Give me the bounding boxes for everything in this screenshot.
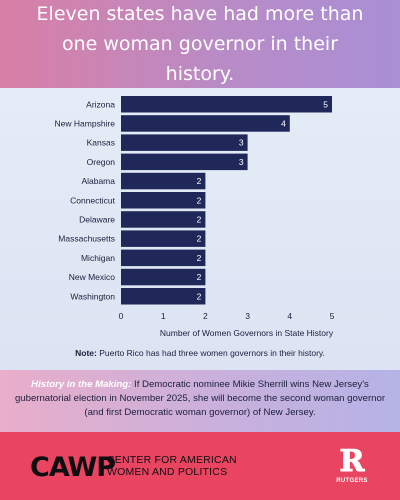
category-label: New Mexico — [69, 272, 116, 282]
x-tick-label: 5 — [330, 311, 335, 321]
data-label: 2 — [197, 253, 202, 263]
cawp-org-name: CENTER FOR AMERICAN WOMEN AND POLITICS — [107, 454, 237, 478]
x-axis-label: Number of Women Governors in State Histo… — [160, 328, 334, 338]
cawp-logo[interactable]: CAWP — [30, 452, 116, 483]
x-tick-label: 1 — [161, 311, 166, 321]
x-tick-label: 3 — [245, 311, 250, 321]
x-tick-label: 2 — [203, 311, 208, 321]
bar — [121, 172, 206, 190]
x-tick-label: 4 — [287, 311, 292, 321]
data-label: 2 — [197, 176, 202, 186]
history-lead: History in the Making: — [31, 379, 132, 390]
data-label: 3 — [239, 138, 244, 148]
data-label: 2 — [197, 291, 202, 301]
category-label: Washington — [70, 291, 115, 301]
chart-panel: Arizona 5 New Hampshire 4 Kansas 3 Oregon 3 Alab… — [0, 88, 400, 370]
data-label: 2 — [197, 214, 202, 224]
bar — [121, 230, 206, 247]
header-banner: Eleven states have had more than one wom… — [0, 0, 400, 88]
bar — [121, 153, 248, 171]
footer: CAWP CENTER FOR AMERICAN WOMEN AND POLIT… — [0, 432, 400, 500]
category-label: Connecticut — [70, 195, 116, 205]
page-title: Eleven states have had more than one wom… — [36, 3, 364, 85]
bar-chart: Arizona 5 New Hampshire 4 Kansas 3 Oregon 3 Alab… — [55, 96, 335, 338]
data-label: 2 — [197, 195, 202, 205]
category-label: Oregon — [87, 157, 116, 167]
history-banner: History in the Making: If Democratic nom… — [0, 370, 400, 432]
org-line-1: CENTER FOR AMERICAN — [107, 454, 237, 466]
data-label: 5 — [323, 99, 328, 109]
category-label: Massachusetts — [58, 234, 115, 244]
bar — [121, 211, 206, 228]
data-label: 3 — [239, 157, 244, 167]
rutgers-wordmark: RUTGERS — [336, 478, 368, 484]
note-label: Note: — [75, 348, 97, 358]
bar — [121, 249, 206, 267]
history-text: If Democratic nominee Mikie Sherrill win… — [14, 379, 386, 418]
category-label: Delaware — [79, 214, 115, 224]
bar — [121, 134, 248, 151]
category-label: Kansas — [87, 138, 115, 148]
org-line-2: WOMEN AND POLITICS — [107, 466, 228, 478]
category-label: Arizona — [86, 99, 115, 109]
bar — [121, 115, 290, 132]
rutgers-logo[interactable]: R RUTGERS — [332, 444, 372, 484]
chart-note: Note: Puerto Rico has had three women go… — [0, 348, 400, 358]
bar — [121, 192, 206, 209]
data-label: 2 — [197, 234, 202, 244]
bar — [121, 268, 206, 286]
bar — [121, 96, 332, 113]
data-label: 4 — [281, 118, 286, 128]
bar — [121, 288, 206, 305]
rutgers-r-icon: R — [339, 444, 365, 479]
data-label: 2 — [197, 272, 202, 282]
note-text: Puerto Rico has had three women governor… — [96, 348, 325, 358]
category-label: New Hampshire — [55, 118, 116, 128]
x-tick-label: 0 — [119, 311, 124, 321]
category-label: Michigan — [81, 253, 115, 263]
category-label: Alabama — [81, 176, 115, 186]
